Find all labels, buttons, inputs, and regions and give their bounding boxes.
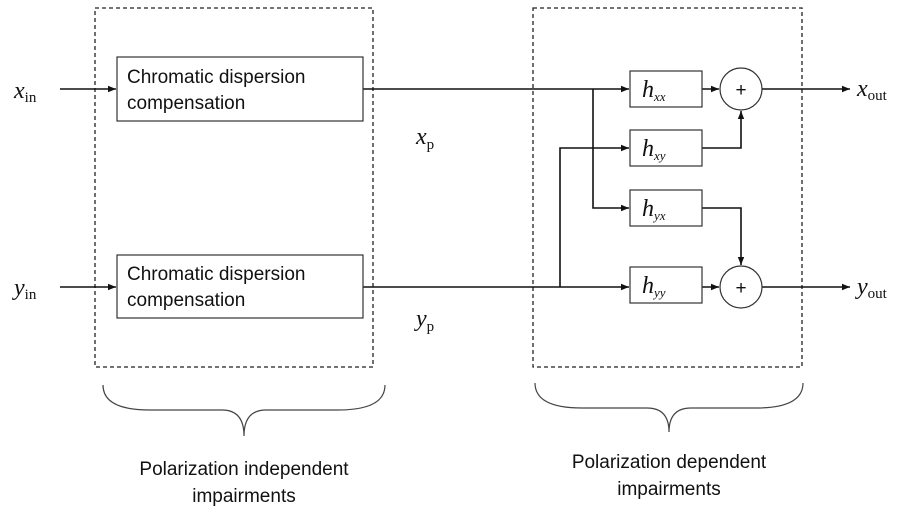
filter-box — [629, 189, 703, 227]
dependent-frame — [532, 7, 803, 368]
filter-label: hyx — [642, 196, 666, 223]
filter-box — [629, 70, 703, 108]
group-label: impairments — [617, 479, 720, 500]
cd-label: compensation — [127, 93, 245, 114]
independent-frame — [94, 7, 374, 368]
group-label: impairments — [192, 486, 295, 507]
signal-label: xp — [415, 124, 434, 153]
cd-label: compensation — [127, 290, 245, 311]
group-label: Polarization dependent — [572, 452, 767, 473]
filters: hxx hxy hyx hyy — [629, 70, 703, 304]
input-label: yin — [12, 275, 37, 303]
adder — [719, 265, 763, 309]
wires — [60, 85, 850, 291]
signal-label: yp — [414, 306, 434, 335]
filter-box — [629, 266, 703, 304]
output-label: xout — [856, 76, 888, 104]
filter-label: hxy — [642, 136, 666, 163]
adder-sign: + — [735, 80, 746, 101]
adder — [719, 67, 763, 111]
cd-label: Chromatic dispersion — [127, 67, 305, 88]
filter-label: hyy — [642, 273, 666, 300]
group-label: Polarization independent — [139, 459, 349, 480]
brace — [534, 382, 804, 433]
output-label: yout — [855, 274, 888, 302]
cd-label: Chromatic dispersion — [127, 264, 305, 285]
filter-label: hxx — [642, 77, 666, 104]
brace — [102, 384, 386, 437]
cd-block — [116, 56, 364, 122]
input-label: xin — [13, 78, 37, 106]
adder-sign: + — [735, 278, 746, 299]
filter-box — [629, 129, 703, 167]
cd-block — [116, 254, 364, 319]
